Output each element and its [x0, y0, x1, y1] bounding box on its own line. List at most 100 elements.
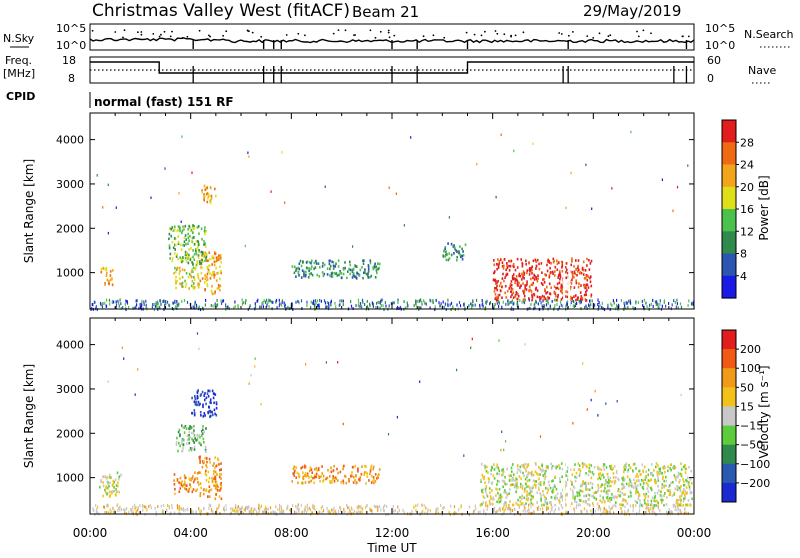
echo-cell: [682, 483, 685, 487]
echo-cell: [637, 300, 639, 304]
echo-cell: [513, 149, 515, 153]
echo-cell: [659, 467, 662, 470]
nsearch-dot: [91, 29, 94, 32]
echo-cell: [474, 504, 476, 508]
echo-cell: [574, 497, 576, 501]
echo-cell: [629, 490, 631, 493]
echo-cell: [353, 475, 355, 479]
echo-cell: [181, 299, 183, 303]
echo-cell: [182, 425, 184, 429]
echo-cell: [511, 509, 514, 512]
echo-cell: [190, 247, 192, 250]
echo-cell: [304, 505, 306, 509]
echo-cell: [501, 430, 503, 433]
echo-cell: [636, 489, 638, 493]
echo-cell: [180, 258, 182, 262]
echo-cell: [612, 299, 614, 303]
echo-cell: [521, 484, 524, 488]
echo-cell: [200, 227, 203, 230]
echo-cell: [205, 193, 208, 196]
echo-cell: [528, 478, 531, 482]
echo-cell: [597, 298, 599, 302]
echo-cell: [334, 509, 336, 513]
echo-cell: [575, 294, 577, 297]
echo-cell: [545, 469, 547, 473]
echo-cell: [565, 206, 567, 210]
echo-cell: [108, 279, 110, 283]
echo-cell: [589, 470, 591, 473]
echo-cell: [197, 435, 199, 439]
echo-cell: [205, 473, 208, 477]
echo-cell: [173, 271, 175, 275]
echo-cell: [603, 468, 606, 471]
echo-cell: [179, 487, 181, 490]
echo-cell: [308, 269, 310, 273]
echo-cell: [506, 493, 509, 497]
echo-cell: [210, 273, 213, 277]
echo-cell: [456, 250, 458, 253]
echo-cell: [196, 305, 198, 309]
echo-cell: [167, 504, 169, 508]
echo-cell: [607, 303, 609, 307]
echo-cell: [677, 499, 679, 502]
echo-cell: [309, 480, 311, 483]
echo-cell: [184, 285, 187, 288]
echo-cell: [554, 475, 556, 479]
echo-cell: [523, 298, 526, 301]
echo-cell: [204, 188, 207, 192]
echo-cell: [666, 488, 669, 492]
echo-cell: [198, 250, 200, 254]
echo-cell: [539, 467, 541, 471]
echo-cell: [378, 468, 381, 471]
echo-cell: [383, 308, 385, 312]
echo-cell: [528, 297, 530, 300]
echo-cell: [567, 300, 569, 303]
echo-cell: [502, 300, 504, 304]
echo-cell: [620, 511, 622, 514]
echo-cell: [531, 272, 533, 275]
echo-cell: [327, 468, 329, 472]
echo-cell: [230, 511, 232, 515]
echo-cell: [664, 492, 666, 495]
echo-cell: [179, 433, 181, 436]
echo-cell: [137, 508, 139, 512]
echo-cell: [585, 488, 588, 491]
echo-cell: [676, 298, 678, 302]
echo-cell: [316, 299, 318, 303]
nsearch-dot: [636, 30, 638, 33]
echo-cell: [574, 500, 576, 503]
echo-cell: [653, 511, 655, 515]
echo-cell: [638, 511, 640, 514]
echo-cell: [294, 510, 296, 514]
echo-cell: [575, 500, 578, 504]
echo-cell: [220, 485, 223, 488]
echo-cell: [680, 473, 683, 476]
echo-cell: [183, 228, 185, 231]
echo-cell: [183, 244, 186, 247]
echo-cell: [369, 259, 372, 262]
echo-cell: [461, 257, 464, 261]
echo-cell: [358, 478, 360, 481]
echo-cell: [104, 488, 106, 492]
echo-cell: [490, 481, 493, 485]
echo-cell: [193, 275, 195, 279]
echo-cell: [555, 294, 557, 298]
echo-cell: [547, 488, 550, 492]
echo-cell: [177, 430, 180, 434]
echo-cell: [199, 482, 202, 485]
y-tick-label: 2000: [56, 427, 84, 440]
echo-cell: [547, 511, 549, 515]
echo-cell: [190, 275, 193, 279]
nsky-panel: [89, 23, 695, 51]
echo-cell: [609, 476, 612, 480]
echo-cell: [259, 305, 261, 309]
echo-cell: [195, 252, 198, 256]
echo-cell: [560, 303, 562, 307]
echo-cell: [571, 489, 574, 493]
echo-cell: [571, 299, 573, 302]
echo-cell: [587, 498, 590, 501]
echo-cell: [503, 480, 505, 483]
echo-cell: [504, 491, 507, 494]
echo-cell: [688, 299, 690, 303]
